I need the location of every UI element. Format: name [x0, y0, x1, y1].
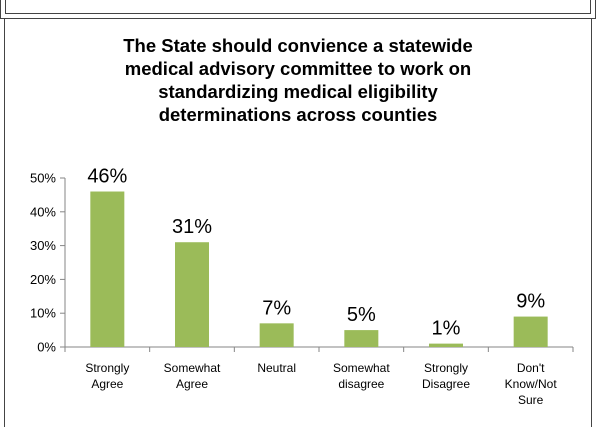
bar	[513, 316, 548, 347]
bar	[259, 323, 294, 347]
y-tick-label: 50%	[30, 171, 56, 186]
chart-frame	[4, 19, 592, 427]
chart-title-line: medical advisory committee to work on	[124, 58, 472, 79]
chart-title-line: standardizing medical eligibility	[158, 81, 438, 102]
y-tick-label: 40%	[30, 204, 56, 219]
x-category-label: Know/Not	[505, 377, 558, 391]
x-category-label: Neutral	[257, 361, 296, 375]
x-category-label: Agree	[176, 377, 208, 391]
data-label: 46%	[87, 166, 127, 188]
y-tick-label: 0%	[37, 340, 56, 355]
y-tick-label: 10%	[30, 306, 56, 321]
bar	[429, 343, 463, 347]
x-category-label: Somewhat	[333, 361, 390, 375]
x-category-label: Don't	[517, 361, 545, 375]
data-label: 5%	[347, 304, 376, 326]
data-label: 31%	[172, 216, 212, 238]
data-label: 1%	[432, 318, 461, 340]
x-category-label: disagree	[338, 377, 384, 391]
x-category-label: Strongly	[424, 361, 468, 375]
y-tick-label: 30%	[30, 238, 56, 253]
x-category-label: Strongly	[85, 361, 129, 375]
x-category-label: Disagree	[422, 377, 470, 391]
chart-title-line: The State should convience a statewide	[123, 35, 473, 56]
data-label: 9%	[516, 291, 545, 313]
y-tick-label: 20%	[30, 272, 56, 287]
chart-title: The State should convience a statewide m…	[30, 34, 566, 126]
chart-title-line: determinations across counties	[158, 104, 438, 125]
x-category-label: Agree	[91, 377, 123, 391]
bar	[90, 191, 125, 347]
x-category-label: Sure	[518, 393, 544, 407]
data-label: 7%	[262, 297, 291, 319]
bar	[344, 330, 379, 347]
bar	[175, 242, 209, 347]
x-category-label: Somewhat	[164, 361, 221, 375]
